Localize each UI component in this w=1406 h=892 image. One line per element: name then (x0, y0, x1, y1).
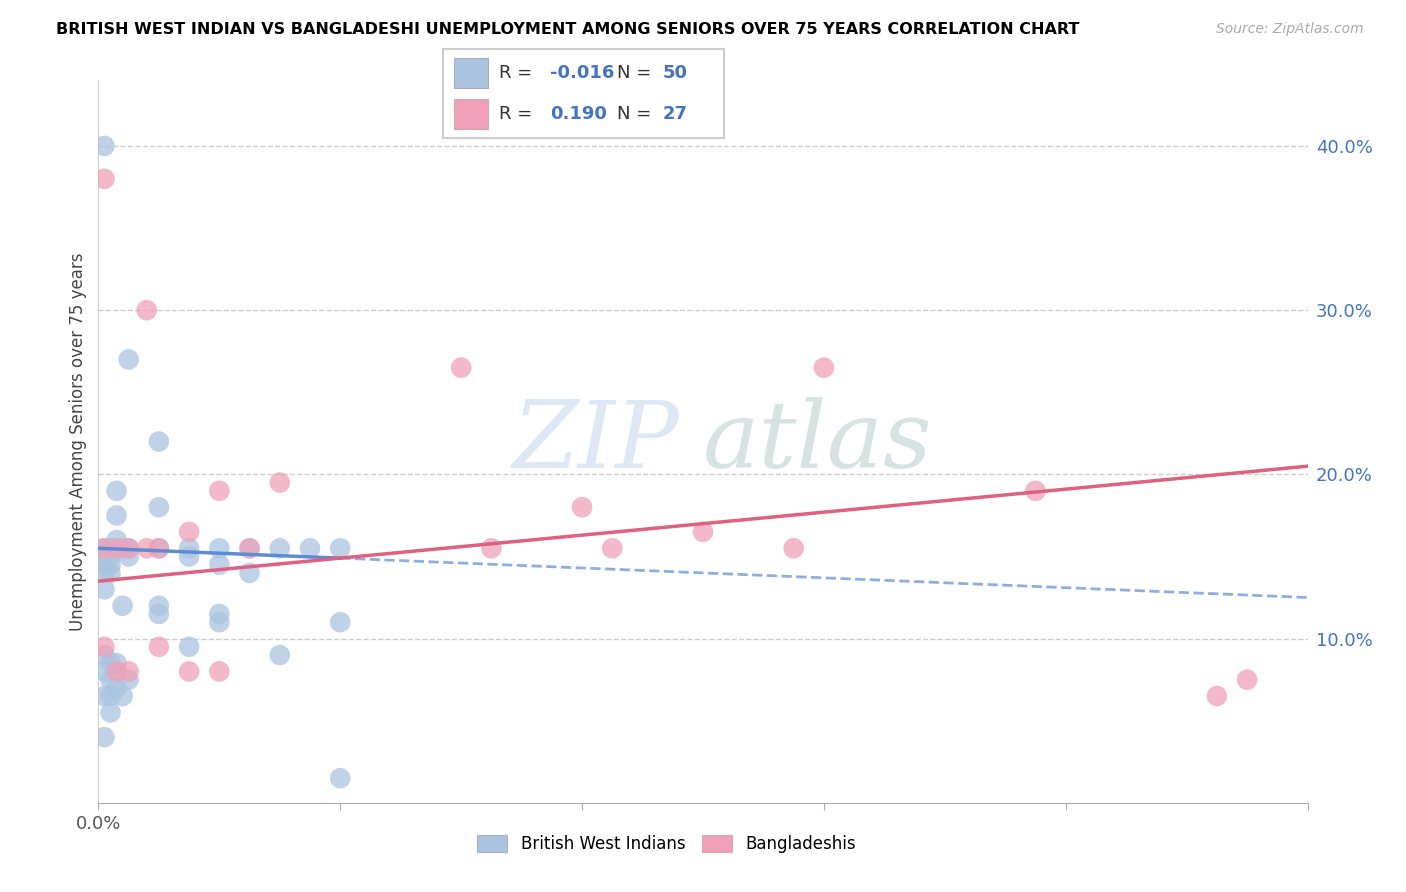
Point (93, 558, 115, 572)
Point (93, 730, 115, 744)
Point (135, 541, 157, 556)
FancyBboxPatch shape (443, 49, 724, 138)
Point (93, 665, 115, 679)
Text: 50: 50 (662, 64, 688, 82)
Point (100, 706, 122, 720)
Point (135, 303, 157, 318)
Point (100, 558, 122, 572)
Text: atlas: atlas (703, 397, 932, 486)
Point (93, 549, 115, 564)
Point (481, 541, 503, 556)
Point (329, 615, 352, 630)
Point (179, 541, 201, 556)
Point (105, 681, 128, 695)
Point (93, 541, 115, 556)
Point (783, 541, 806, 556)
Text: R =: R = (499, 64, 538, 82)
Text: N =: N = (617, 105, 657, 123)
Legend: British West Indians, Bangladeshis: British West Indians, Bangladeshis (471, 828, 863, 860)
Text: N =: N = (617, 64, 657, 82)
Point (93, 566, 115, 580)
Y-axis label: Unemployment Among Seniors over 75 years: Unemployment Among Seniors over 75 years (69, 252, 87, 631)
Point (148, 541, 170, 556)
Point (179, 549, 201, 564)
Point (100, 549, 122, 564)
Point (179, 524, 201, 539)
Point (239, 541, 262, 556)
Point (93, 541, 115, 556)
Text: -0.016: -0.016 (550, 64, 614, 82)
Point (148, 541, 170, 556)
Point (148, 599, 170, 613)
Point (148, 607, 170, 621)
Text: 0.190: 0.190 (550, 105, 606, 123)
Point (118, 665, 141, 679)
Point (148, 640, 170, 654)
Point (179, 665, 201, 679)
Point (105, 483, 128, 498)
Point (208, 541, 231, 556)
Point (299, 541, 322, 556)
Point (118, 549, 141, 564)
Point (208, 665, 231, 679)
Point (269, 541, 291, 556)
Point (692, 524, 714, 539)
Point (602, 541, 624, 556)
Point (1206, 689, 1229, 703)
Point (100, 657, 122, 671)
Text: BRITISH WEST INDIAN VS BANGLADESHI UNEMPLOYMENT AMONG SENIORS OVER 75 YEARS CORR: BRITISH WEST INDIAN VS BANGLADESHI UNEMP… (56, 22, 1080, 37)
Point (111, 599, 134, 613)
Point (93, 171, 115, 186)
Point (105, 541, 128, 556)
Point (111, 689, 134, 703)
Point (118, 541, 141, 556)
Point (118, 352, 141, 367)
Point (105, 657, 128, 671)
Point (571, 500, 593, 515)
Point (93, 640, 115, 654)
Point (100, 689, 122, 703)
Point (208, 483, 231, 498)
Point (329, 541, 352, 556)
Point (1236, 673, 1258, 687)
Point (111, 541, 134, 556)
Point (105, 665, 128, 679)
Point (105, 508, 128, 523)
Point (269, 475, 291, 490)
Text: ZIP: ZIP (512, 397, 679, 486)
Point (239, 566, 262, 580)
Point (208, 615, 231, 630)
Point (93, 689, 115, 703)
Point (93, 139, 115, 153)
Point (239, 541, 262, 556)
Bar (454, 58, 488, 88)
Point (118, 673, 141, 687)
Point (208, 607, 231, 621)
Point (148, 434, 170, 449)
Point (93, 648, 115, 662)
Point (118, 541, 141, 556)
Point (93, 582, 115, 597)
Point (148, 500, 170, 515)
Point (100, 541, 122, 556)
Point (208, 558, 231, 572)
Point (100, 673, 122, 687)
Point (329, 771, 352, 785)
Point (179, 640, 201, 654)
Point (1024, 483, 1046, 498)
Text: Source: ZipAtlas.com: Source: ZipAtlas.com (1216, 22, 1364, 37)
Text: R =: R = (499, 105, 538, 123)
Point (813, 360, 835, 375)
Bar (454, 99, 488, 129)
Point (269, 648, 291, 662)
Point (105, 533, 128, 547)
Point (450, 360, 472, 375)
Point (100, 566, 122, 580)
Text: 27: 27 (662, 105, 688, 123)
